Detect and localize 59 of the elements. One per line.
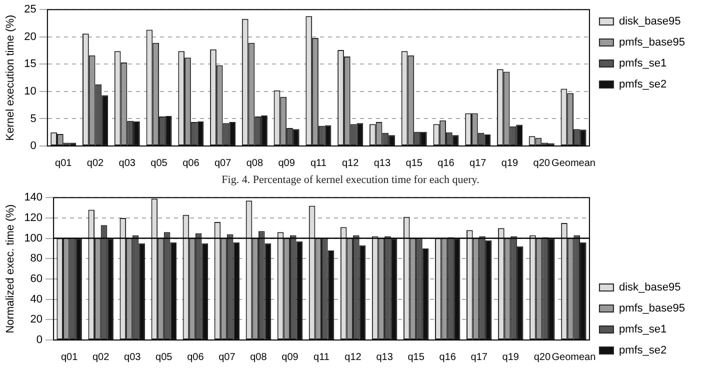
x-tick-label: q02 — [86, 158, 104, 169]
x-tick-label: q20 — [534, 352, 551, 363]
legend-label: pmfs_se1 — [618, 58, 667, 70]
x-tick-label: q17 — [470, 158, 487, 169]
x-tick-label: q05 — [150, 158, 168, 169]
x-tick-label: q16 — [439, 352, 456, 363]
x-tick-label: q16 — [438, 158, 455, 169]
x-tick-label: q02 — [92, 352, 110, 363]
legend-label: disk_base95 — [618, 16, 681, 28]
y-tick-label: 100 — [24, 232, 43, 244]
x-tick-label: q19 — [502, 352, 520, 363]
y-tick-label: 0 — [30, 140, 36, 152]
x-tick-label: q07 — [218, 352, 236, 363]
caption: Fig. 4. Percentage of kernel execution time for each query. — [220, 173, 480, 188]
y-tick-label: 60 — [30, 273, 43, 286]
y-tick-label: 80 — [30, 252, 43, 265]
x-tick-label: q15 — [408, 352, 425, 363]
x-tick-label: q08 — [246, 158, 264, 169]
x-tick-label: q11 — [314, 352, 330, 363]
x-tick-label: Geomean — [552, 158, 596, 169]
y-tick-label: 140 — [24, 192, 43, 204]
x-tick-label: q01 — [55, 158, 72, 169]
x-tick-label: q19 — [501, 158, 519, 169]
y-axis-title: Normalized exec. time (%) — [4, 204, 17, 334]
x-tick-label: q08 — [250, 352, 268, 363]
x-tick-label: q01 — [60, 352, 78, 363]
x-tick-label: q17 — [470, 352, 488, 363]
x-tick-label: q13 — [376, 352, 394, 363]
x-tick-label: Geomean — [552, 352, 596, 363]
x-tick-label: q07 — [214, 158, 232, 169]
x-tick-label: q06 — [182, 158, 200, 169]
y-tick-label: 10 — [24, 85, 36, 98]
x-tick-label: q15 — [406, 158, 423, 169]
legend-label: pmfs_base95 — [618, 302, 686, 315]
x-tick-label: q06 — [187, 352, 204, 363]
legend-label: pmfs_se2 — [618, 344, 667, 357]
y-tick-label: 120 — [24, 212, 43, 224]
y-axis-title: Kernel execution time (%) — [4, 14, 17, 141]
legend-label: pmfs_base95 — [618, 36, 686, 49]
x-tick-label: q03 — [118, 158, 136, 169]
y-tick-label: 5 — [30, 112, 36, 125]
y-tick-label: 0 — [36, 334, 43, 346]
x-tick-label: q09 — [282, 352, 299, 363]
y-tick-label: 40 — [30, 293, 43, 306]
x-tick-label: q09 — [278, 158, 296, 169]
legend-label: disk_base95 — [618, 282, 681, 294]
x-tick-label: q12 — [342, 158, 360, 169]
legend-label: pmfs_se2 — [618, 78, 667, 91]
x-tick-label: q03 — [124, 352, 142, 363]
legend-label: pmfs_se1 — [618, 324, 667, 336]
x-tick-label: q05 — [156, 352, 173, 363]
y-tick-label: 20 — [24, 30, 36, 43]
y-tick-label: 25 — [24, 4, 36, 16]
x-tick-label: q20 — [533, 158, 550, 169]
y-tick-label: 20 — [30, 314, 43, 326]
x-tick-label: q12 — [344, 352, 362, 363]
y-tick-label: 15 — [24, 58, 36, 70]
x-tick-label: q11 — [310, 158, 327, 169]
x-tick-label: q13 — [374, 158, 391, 169]
